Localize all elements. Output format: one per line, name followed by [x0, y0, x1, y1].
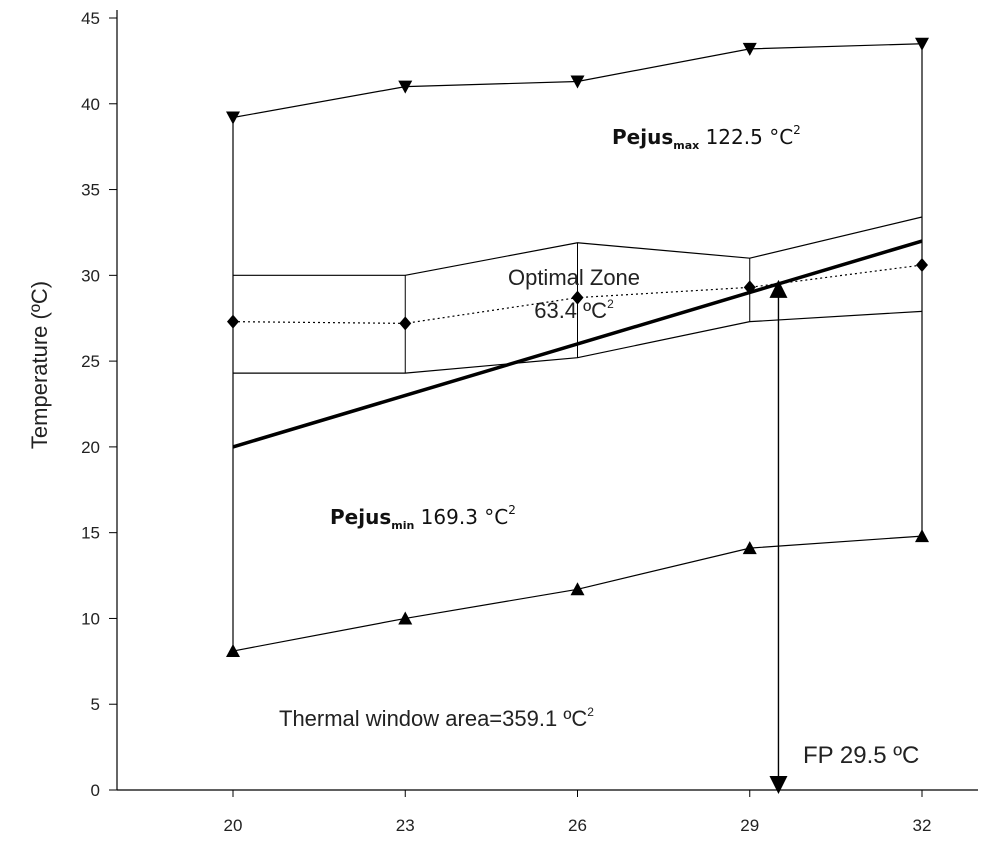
series-line [233, 310, 923, 374]
annotation-optimal-zone: Optimal Zone [508, 265, 640, 290]
annotation-pejus-min: Pejusmin 169.3 °C2 [330, 503, 516, 532]
data-point [398, 611, 413, 625]
data-point [226, 111, 240, 125]
data-point [399, 316, 412, 331]
y-tick-label: 35 [81, 181, 100, 200]
data-point [226, 644, 240, 658]
data-point [742, 42, 757, 56]
data-point [570, 75, 585, 89]
y-tick-label: 0 [91, 781, 100, 800]
axes: 0 5 10 15 20 25 30 35 40 45 20 23 26 29 32 [81, 9, 978, 835]
data-point [916, 258, 928, 273]
fp-arrow-head-down [769, 776, 788, 794]
annotation-fp: FP 29.5 ºC [803, 742, 919, 769]
x-tick-label: 23 [396, 816, 415, 835]
x-tick-label: 32 [913, 816, 932, 835]
data-point [915, 529, 929, 543]
x-tick-label: 20 [224, 816, 243, 835]
series-line [232, 239, 923, 449]
data-point [570, 582, 585, 596]
data-point [742, 541, 757, 555]
data-point [571, 290, 584, 305]
x-tick-label: 29 [740, 816, 759, 835]
data-point [227, 314, 239, 329]
data-point [915, 37, 929, 51]
y-tick-label: 40 [81, 95, 100, 114]
y-tick-label: 15 [81, 524, 100, 543]
annotation-optimal-value: 63.4 ºC2 [534, 297, 614, 323]
y-axis-label: Temperature (ºC) [27, 281, 52, 449]
data-point [743, 280, 756, 295]
annotation-pejus-max: Pejusmax 122.5 °C2 [612, 123, 801, 152]
series-line [233, 216, 923, 276]
y-tick-label: 45 [81, 9, 100, 28]
y-tick-label: 20 [81, 438, 100, 457]
data-point [398, 80, 413, 94]
x-tick-label: 26 [568, 816, 587, 835]
y-tick-label: 5 [91, 695, 100, 714]
series-layer [226, 37, 929, 658]
y-tick-label: 25 [81, 352, 100, 371]
y-tick-label: 10 [81, 609, 100, 628]
fp-arrow [769, 279, 788, 794]
fp-arrow-head-up [769, 279, 788, 298]
y-tick-label: 30 [81, 266, 100, 285]
annotation-thermal-window: Thermal window area=359.1 ºC2 [279, 705, 594, 731]
